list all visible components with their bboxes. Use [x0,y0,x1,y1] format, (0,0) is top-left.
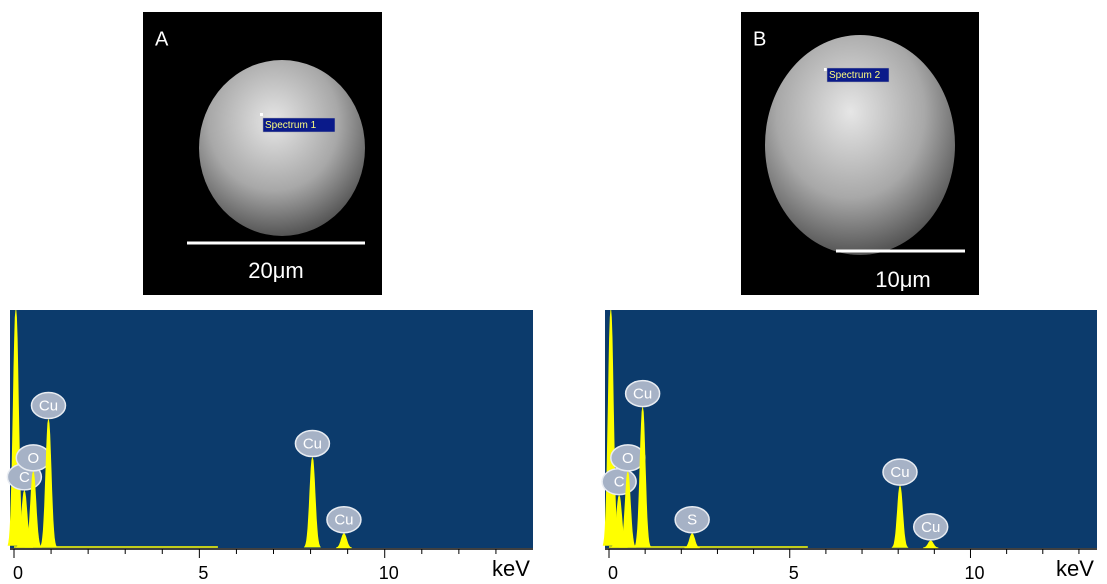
scale-bar-text: 20μm [248,258,303,283]
spectrum-marker [260,113,263,116]
spectrum-tag-text: Spectrum 1 [265,120,317,131]
particle [199,60,365,236]
x-tick-label: 10 [379,563,399,583]
peak-label: O [622,450,634,467]
scale-bar-text: 10μm [875,267,930,292]
peak-label: C [19,469,30,486]
x-tick-label: 10 [964,563,984,583]
peak-label: Cu [334,512,353,529]
x-tick-label: 5 [789,563,799,583]
x-axis-label: keV [492,556,530,581]
peak-label: O [27,450,39,467]
x-tick-label: 0 [13,563,23,583]
x-tick-label: 0 [608,563,618,583]
spectrum-plot [10,310,533,548]
peak-label: Cu [303,436,322,453]
peak-label: Cu [921,519,940,536]
figure: ASpectrum 120μm0510keVCOCuCuCuBSpectrum … [0,0,1107,584]
peak-label: Cu [890,464,909,481]
x-axis-label: keV [1056,556,1094,581]
panel-label: A [155,28,169,50]
peak-label: Cu [39,397,58,414]
peak-label: C [614,474,625,491]
peak-label: Cu [633,386,652,403]
spectrum-tag-text: Spectrum 2 [829,70,881,81]
x-tick-label: 5 [198,563,208,583]
panel-label: B [753,28,766,50]
spectrum-marker [824,68,827,71]
peak-label: S [687,512,697,529]
